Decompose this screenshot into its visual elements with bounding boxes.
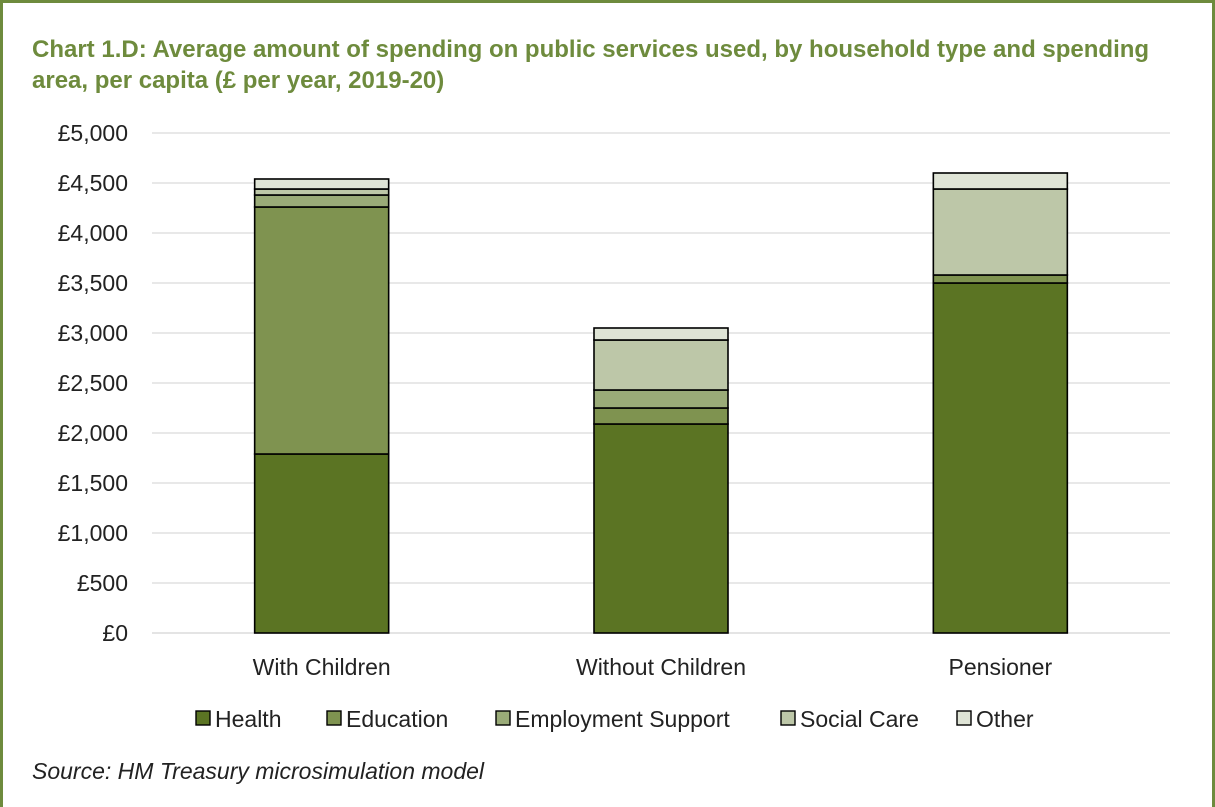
y-axis-ticks: £0 £500 £1,000 £1,500 £2,000 £2,500 £3,000 £3,5…	[58, 120, 128, 646]
legend-label-education: Education	[346, 706, 448, 732]
y-tick-label: £2,000	[58, 420, 128, 446]
legend: Health Education Employment Support Social …	[195, 706, 1034, 732]
y-tick-label: £3,500	[58, 270, 128, 296]
bar-segment-health-with-children	[253, 453, 390, 634]
bar-segment-social-care-without-children	[593, 339, 729, 391]
x-tick-label: With Children	[253, 654, 391, 680]
legend-swatch-education	[326, 710, 342, 726]
bar-segment-health-without-children	[593, 423, 729, 634]
bar-segment-employment-support-without-children	[593, 389, 729, 409]
legend-label-social-care: Social Care	[800, 706, 919, 732]
y-tick-label: £4,500	[58, 170, 128, 196]
source-note: Source: HM Treasury microsimulation mode…	[32, 758, 485, 784]
bar-segment-health-pensioner	[932, 282, 1069, 634]
legend-label-employment-support: Employment Support	[515, 706, 730, 732]
bar-segment-social-care-with-children	[253, 188, 390, 196]
y-tick-label: £1,000	[58, 520, 128, 546]
y-tick-label: £4,000	[58, 220, 128, 246]
bar-segment-other-pensioner	[932, 172, 1069, 190]
legend-swatch-social-care	[780, 710, 796, 726]
y-tick-label: £1,500	[58, 470, 128, 496]
bar-segment-education-without-children	[593, 407, 729, 425]
legend-label-other: Other	[976, 706, 1034, 732]
y-tick-label: £3,000	[58, 320, 128, 346]
bar-segment-other-with-children	[253, 178, 390, 190]
x-tick-label: Without Children	[576, 654, 746, 680]
x-axis-ticks: With Children Without Children Pensioner	[253, 654, 1053, 680]
y-tick-label: £500	[77, 570, 128, 596]
bar-segment-education-with-children	[253, 206, 390, 455]
legend-swatch-other	[956, 710, 972, 726]
bar-segment-social-care-pensioner	[932, 188, 1069, 276]
bar-segment-other-without-children	[593, 327, 729, 341]
y-tick-label: £5,000	[58, 120, 128, 146]
legend-swatch-employment-support	[495, 710, 511, 726]
bar-segment-employment-support-with-children	[253, 194, 390, 208]
bar-segment-education-pensioner	[932, 274, 1069, 284]
x-tick-label: Pensioner	[949, 654, 1053, 680]
y-tick-label: £0	[102, 620, 128, 646]
bars	[253, 172, 1069, 634]
chart-title: Chart 1.D: Average amount of spending on…	[32, 36, 1150, 94]
legend-label-health: Health	[215, 706, 281, 732]
legend-swatch-health	[195, 710, 211, 726]
y-tick-label: £2,500	[58, 370, 128, 396]
